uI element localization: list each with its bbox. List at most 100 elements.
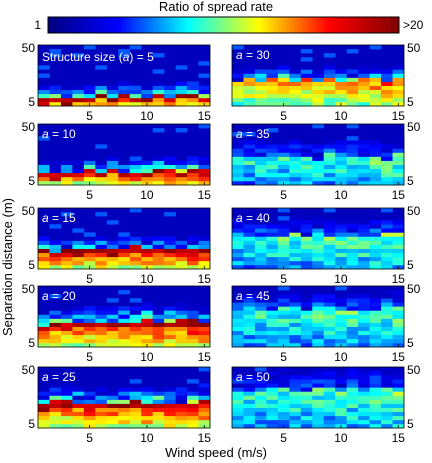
heatmap-cell [254, 264, 267, 270]
heatmap-cell [118, 176, 131, 182]
heatmap-cell [300, 172, 313, 178]
heatmap-cell [358, 302, 370, 307]
heatmap-cell [312, 314, 325, 319]
heatmap-cell [198, 330, 211, 336]
heatmap-cell [95, 399, 108, 404]
heatmap-cell [72, 423, 85, 429]
heatmap-cell [164, 411, 176, 417]
heatmap-cell [300, 403, 313, 408]
heatmap-cell [60, 93, 73, 99]
heatmap-cell [232, 294, 244, 299]
heatmap-cell [392, 65, 405, 70]
heatmap-cell [106, 176, 119, 182]
heatmap-cell [392, 387, 405, 392]
heatmap-cell [38, 338, 50, 344]
y-tick-label: 5 [407, 95, 414, 109]
heatmap-cell [335, 156, 347, 161]
heatmap-cell [254, 326, 267, 332]
heatmap-cell [129, 407, 142, 413]
heatmap-cell [312, 302, 325, 307]
heatmap-cell [335, 240, 347, 245]
heatmap-cell [289, 298, 302, 303]
heatmap-cell [300, 232, 313, 237]
heatmap-cell [277, 176, 290, 182]
heatmap-cell [312, 164, 325, 170]
heatmap-cell [266, 140, 279, 145]
heatmap-cell [346, 176, 359, 182]
heatmap-cell [277, 367, 290, 372]
heatmap-cell [232, 322, 244, 327]
heatmap-cell [72, 306, 85, 311]
x-tick-label: 15 [198, 109, 212, 123]
heatmap-cell [118, 306, 131, 311]
heatmap-cell [335, 148, 347, 153]
heatmap-cell [141, 318, 153, 323]
heatmap-cell [312, 391, 325, 396]
y-tick-label: 5 [28, 258, 35, 272]
heatmap-cell [49, 85, 62, 91]
heatmap-cell [38, 310, 50, 315]
heatmap-cell [106, 260, 119, 266]
heatmap-cell [106, 407, 119, 413]
heatmap-cell [300, 391, 313, 396]
heatmap-cell [358, 260, 370, 266]
heatmap-cell [266, 89, 279, 95]
heatmap-cell [106, 391, 119, 396]
heatmap-cell [392, 375, 405, 380]
heatmap-cell [152, 89, 165, 95]
heatmap-cell [323, 252, 336, 258]
heatmap-cell [392, 81, 405, 86]
heatmap-cell [106, 342, 119, 348]
heatmap-cell [312, 232, 325, 237]
heatmap-cell [381, 77, 393, 82]
heatmap-cell [277, 168, 290, 174]
heatmap-cell [358, 180, 370, 186]
y-axis-label: Separation distance (m) [0, 198, 15, 336]
heatmap-cell [312, 399, 325, 404]
heatmap-cell [369, 89, 382, 95]
heatmap-cell [38, 164, 50, 170]
heatmap-cell [289, 77, 302, 82]
heatmap-cell [289, 387, 302, 392]
heatmap-cell [129, 314, 142, 319]
heatmap-cell [118, 395, 131, 400]
heatmap-cell [381, 89, 393, 95]
heatmap-cell [369, 330, 382, 336]
heatmap-cell [129, 387, 142, 392]
heatmap-cell [129, 240, 142, 245]
heatmap-cell [187, 168, 199, 174]
heatmap-cell [300, 407, 313, 413]
heatmap-cell [381, 290, 393, 295]
heatmap-cell [300, 342, 313, 348]
heatmap-cell [289, 240, 302, 245]
heatmap-cell [277, 407, 290, 413]
heatmap-cell [175, 248, 188, 254]
heatmap-cell [164, 322, 176, 327]
heatmap-cell [129, 232, 142, 237]
heatmap-cell [289, 294, 302, 299]
heatmap-cell [198, 89, 211, 95]
heatmap-cell [129, 244, 142, 249]
heatmap-cell [83, 45, 96, 50]
heatmap-cell [118, 244, 131, 249]
heatmap-cell [369, 318, 382, 323]
heatmap-cell [129, 334, 142, 340]
heatmap-cell [118, 236, 131, 241]
heatmap-cell [72, 399, 85, 404]
heatmap-cell [289, 252, 302, 258]
heatmap-cell [369, 379, 382, 384]
heatmap-cell [323, 180, 336, 186]
heatmap-cell [164, 168, 176, 174]
heatmap-cell [346, 367, 359, 372]
heatmap-cell [164, 387, 176, 392]
heatmap-cell [198, 338, 211, 344]
heatmap-cell [72, 240, 85, 245]
heatmap-cell [358, 415, 370, 421]
heatmap-cell [312, 387, 325, 392]
heatmap-cell [232, 399, 244, 404]
heatmap-cell [187, 314, 199, 319]
heatmap-cell [392, 77, 405, 82]
heatmap-cell [129, 45, 142, 50]
heatmap-cell [95, 89, 108, 95]
